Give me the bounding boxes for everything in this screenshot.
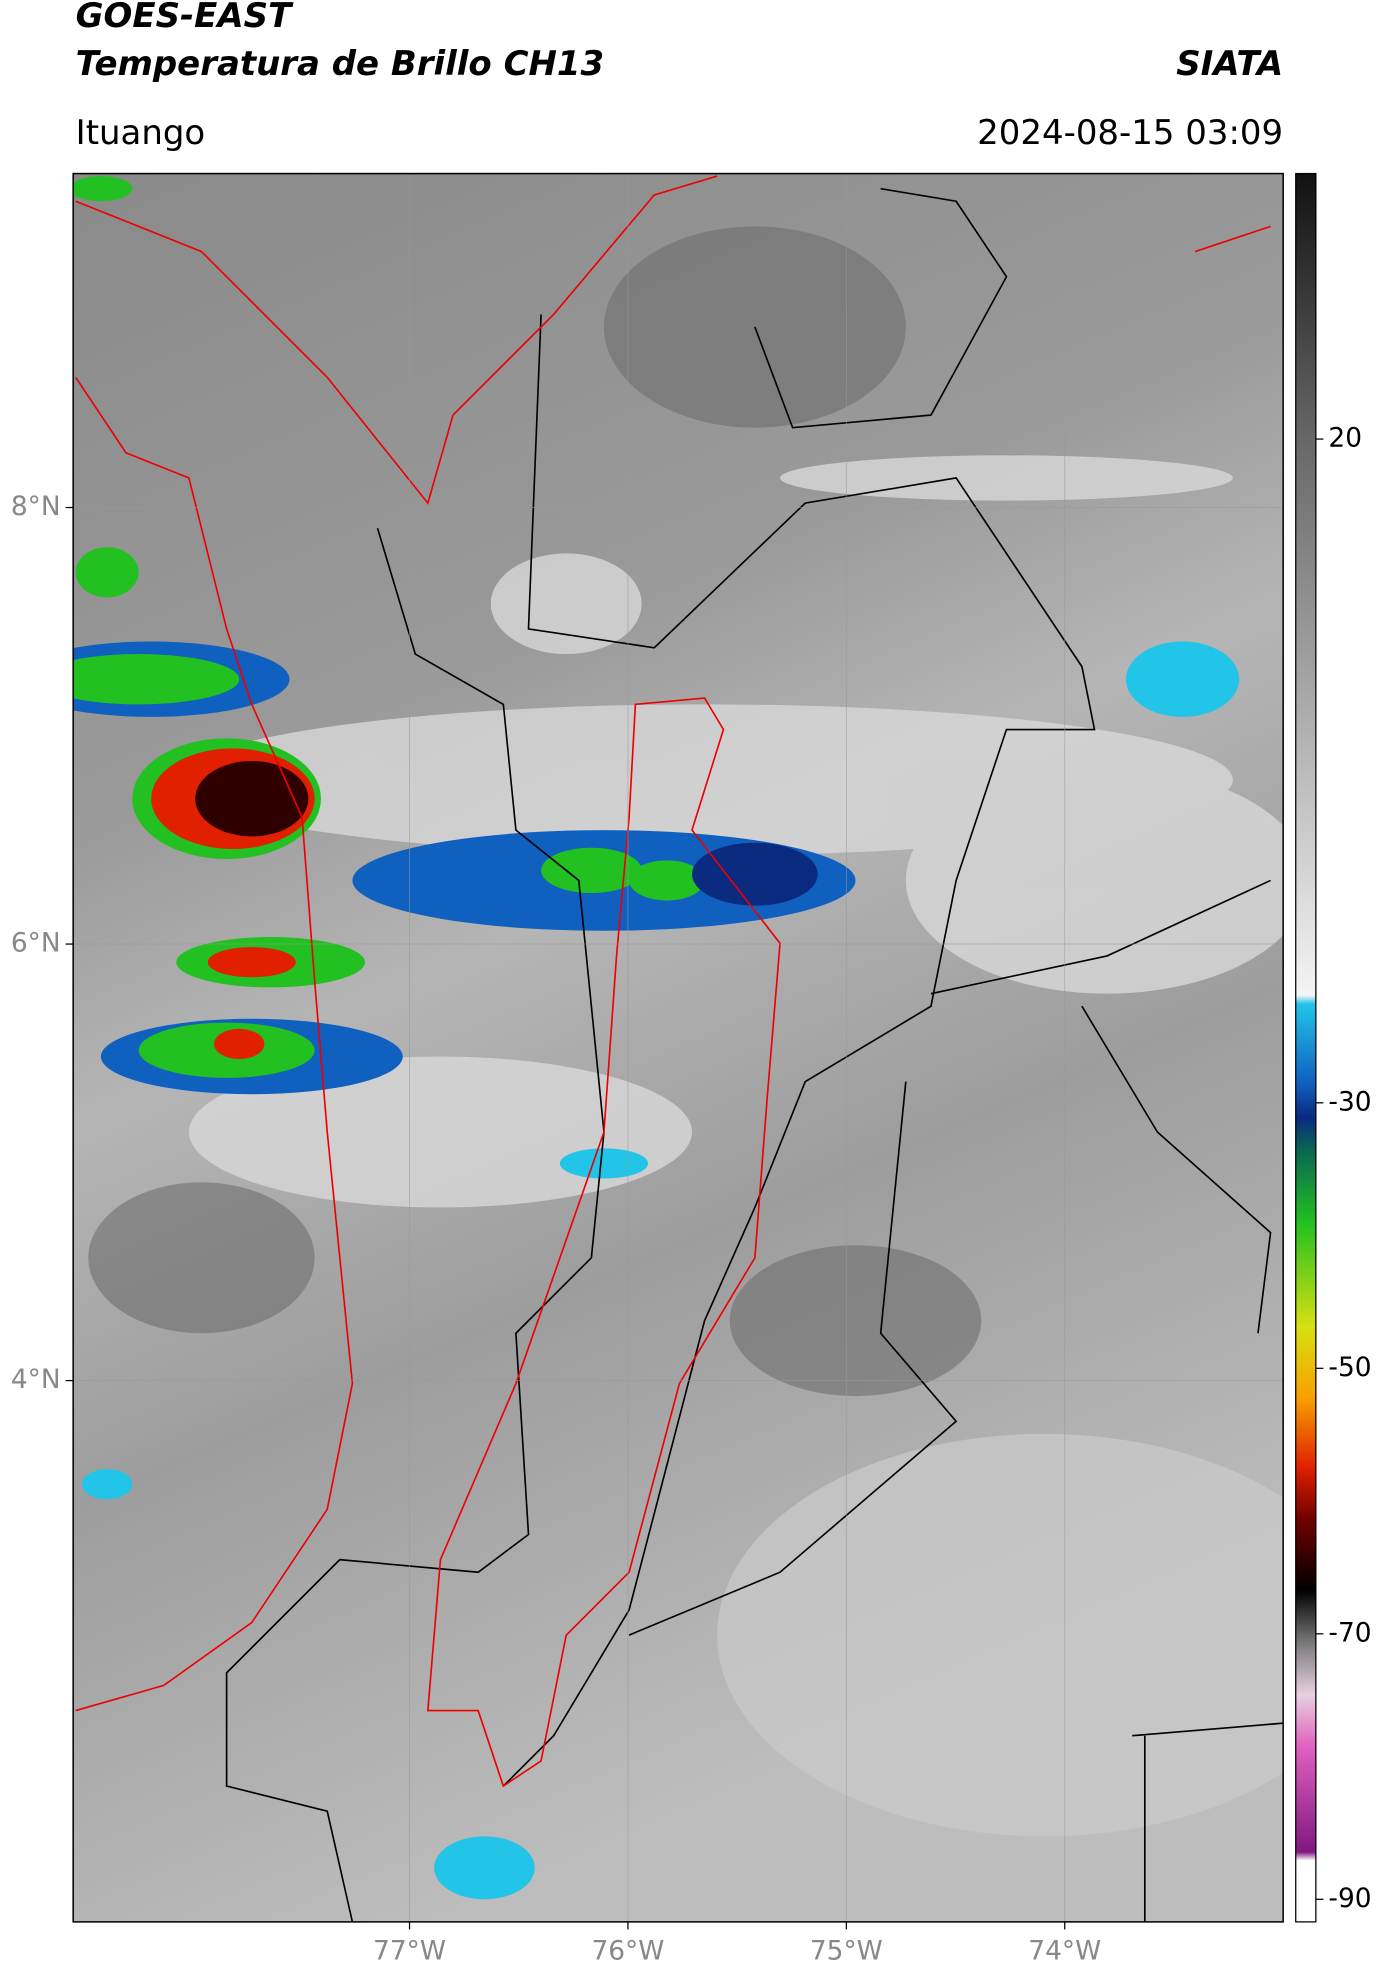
y-tick-label: 6°N (11, 928, 61, 959)
ticks: 77°W 76°W 75°W 74°W 8°N 6°N 4°N 20 -30 -50 -70 -90 (11, 423, 1372, 1967)
graticule (73, 173, 1284, 1922)
y-tick-label: 4°N (11, 1364, 61, 1395)
x-tick-label: 75°W (810, 1936, 883, 1967)
colorbar-tick-label: -90 (1328, 1883, 1371, 1914)
title: GOES-EAST (76, 0, 294, 36)
borders (225, 187, 1284, 1922)
map-frame (72, 172, 1284, 1923)
map (73, 173, 1284, 1922)
colorbar-tick-label: -70 (1328, 1617, 1371, 1648)
source: SIATA (1176, 44, 1283, 84)
colorbar-tick-label: 20 (1328, 423, 1362, 454)
x-tick-label: 76°W (591, 1936, 664, 1967)
location: Ituango (76, 113, 206, 153)
datetime: 2024-08-15 03:09 (977, 113, 1283, 153)
x-tick-label: 74°W (1028, 1936, 1101, 1967)
colorbar-tick-label: -50 (1328, 1352, 1371, 1383)
y-tick-label: 8°N (11, 491, 61, 522)
subtitle: Temperatura de Brillo CH13 (76, 44, 604, 84)
coast-and-region (75, 175, 1271, 1788)
storms (73, 176, 1240, 1900)
colorbar-tick-label: -30 (1328, 1086, 1371, 1117)
x-tick-label: 77°W (373, 1936, 446, 1967)
colorbar (1295, 172, 1317, 1923)
